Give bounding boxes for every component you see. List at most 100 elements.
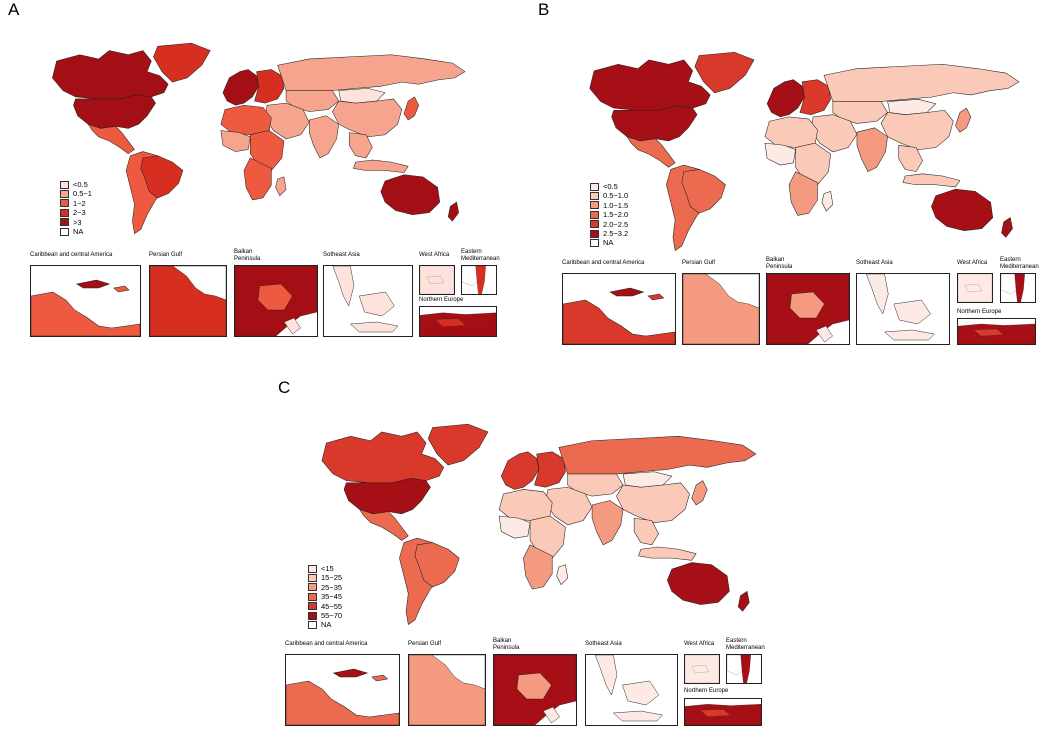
legend-item: NA <box>308 620 342 629</box>
region-mexico <box>626 136 676 168</box>
region-japan <box>403 96 419 121</box>
inset-map-persian-gulf <box>149 265 227 337</box>
legend-item: <0.5 <box>590 182 628 191</box>
legend-swatch <box>60 190 69 199</box>
region-west-africa <box>220 130 251 152</box>
inset-title-persian-gulf: Persian Gulf <box>408 641 442 647</box>
legend-swatch <box>308 621 317 630</box>
panel-letter: A <box>8 0 20 19</box>
region-west-africa <box>764 142 796 166</box>
legend-label: 1.0−1.5 <box>603 200 629 210</box>
legend-swatch <box>590 239 599 248</box>
region-europe-e <box>254 69 285 104</box>
legend-swatch <box>308 592 317 601</box>
legend-item: >3 <box>60 218 92 227</box>
region-europe-e <box>799 79 831 115</box>
inset-title-northern-europe: Northern Europe <box>957 309 1002 315</box>
region-southern-africa <box>523 544 553 590</box>
legend-label: 45−55 <box>321 601 343 611</box>
inset-title-caribbean: Caribbean and central America <box>285 641 368 647</box>
inset-title-east-med: Eastern Mediterranean <box>1000 257 1039 270</box>
legend-label: 2.5−3.2 <box>603 228 629 238</box>
inset-title-se-asia: Sotheast Asia <box>585 641 622 647</box>
legend-item: 2−3 <box>60 208 92 217</box>
region-china <box>880 109 954 150</box>
legend-swatch <box>590 182 599 191</box>
inset-title-balkan: Balkan Peninsula <box>766 257 793 270</box>
legend-label: 15−25 <box>321 573 343 583</box>
region-russia <box>277 54 466 91</box>
legend-swatch <box>60 218 69 227</box>
legend-swatch <box>308 564 317 573</box>
region-brazil <box>681 169 726 214</box>
legend: <0.5 0.5−1 1−2 2−3 >3 NA <box>60 180 92 236</box>
inset-map-balkan <box>234 265 318 337</box>
legend-swatch <box>308 611 317 620</box>
region-usa <box>611 105 698 142</box>
region-indonesia <box>353 159 409 173</box>
legend-item: 45−55 <box>308 602 342 611</box>
panel-letter: B <box>538 0 550 19</box>
region-central-asia <box>285 90 340 112</box>
inset-map-northern-europe <box>684 698 762 726</box>
inset-title-balkan: Balkan Peninsula <box>493 638 520 651</box>
region-canada <box>589 59 711 111</box>
legend-item: <0.5 <box>60 180 92 189</box>
legend-label: 1.5−2.0 <box>603 210 629 220</box>
legend-item: 35−45 <box>308 592 342 601</box>
inset-map-west-africa <box>957 273 993 303</box>
legend-label: 1−2 <box>73 198 86 208</box>
inset-map-caribbean <box>562 273 676 345</box>
region-mexico <box>87 123 135 155</box>
region-usa <box>343 478 431 515</box>
panel-letter: C <box>278 378 291 397</box>
region-europe-w <box>500 451 540 490</box>
region-east-africa <box>795 142 831 186</box>
panel-a: A <0.5 0.5−1 1−2 2−3 >3 NA Caribbean and cent… <box>8 0 518 345</box>
legend-swatch <box>590 201 599 210</box>
region-canada <box>321 431 445 484</box>
region-indonesia <box>902 173 961 188</box>
inset-map-northern-europe <box>957 318 1036 345</box>
region-greenland <box>694 51 755 94</box>
legend-item: 2.5−3.2 <box>590 229 628 238</box>
region-mexico <box>358 508 409 541</box>
legend-swatch <box>308 574 317 583</box>
region-se-asia <box>348 132 373 159</box>
inset-map-west-africa <box>419 265 455 295</box>
region-europe-e <box>534 451 566 488</box>
region-china <box>616 482 690 523</box>
legend: <0.5 0.5−1.0 1.0−1.5 1.5−2.0 2.0−2.5 2.5−3.2 N… <box>590 182 628 248</box>
inset-title-east-med: Eastern Mediterranean <box>726 638 765 651</box>
legend-item: 1.5−2.0 <box>590 210 628 219</box>
legend-swatch <box>308 583 317 592</box>
legend-item: 15−25 <box>308 573 342 582</box>
inset-map-caribbean <box>285 654 400 726</box>
legend-item: 0.5−1 <box>60 189 92 198</box>
legend-swatch <box>590 210 599 219</box>
region-central-asia <box>567 473 624 497</box>
legend-swatch <box>590 229 599 238</box>
legend-swatch <box>308 602 317 611</box>
legend-item: 2.0−2.5 <box>590 220 628 229</box>
region-europe-w <box>222 69 259 106</box>
region-australia <box>380 174 441 216</box>
inset-map-east-med <box>461 265 497 295</box>
inset-map-balkan <box>493 654 577 726</box>
legend-swatch <box>60 208 69 217</box>
legend-label: NA <box>321 620 332 630</box>
inset-map-west-africa <box>684 654 720 684</box>
region-west-africa <box>498 515 531 539</box>
inset-title-caribbean: Caribbean and central America <box>30 252 113 258</box>
legend-swatch <box>590 192 599 201</box>
inset-title-east-med: Eastern Mediterranean <box>461 249 500 262</box>
region-india <box>308 115 339 159</box>
legend-swatch <box>60 199 69 208</box>
legend-item: 1.0−1.5 <box>590 201 628 210</box>
legend-swatch <box>60 180 69 189</box>
inset-map-northern-europe <box>419 306 497 337</box>
legend-label: 25−35 <box>321 582 343 592</box>
legend-label: 0.5−1 <box>73 189 92 199</box>
inset-title-west-africa: West Africa <box>684 641 715 647</box>
region-southern-africa <box>243 157 272 201</box>
